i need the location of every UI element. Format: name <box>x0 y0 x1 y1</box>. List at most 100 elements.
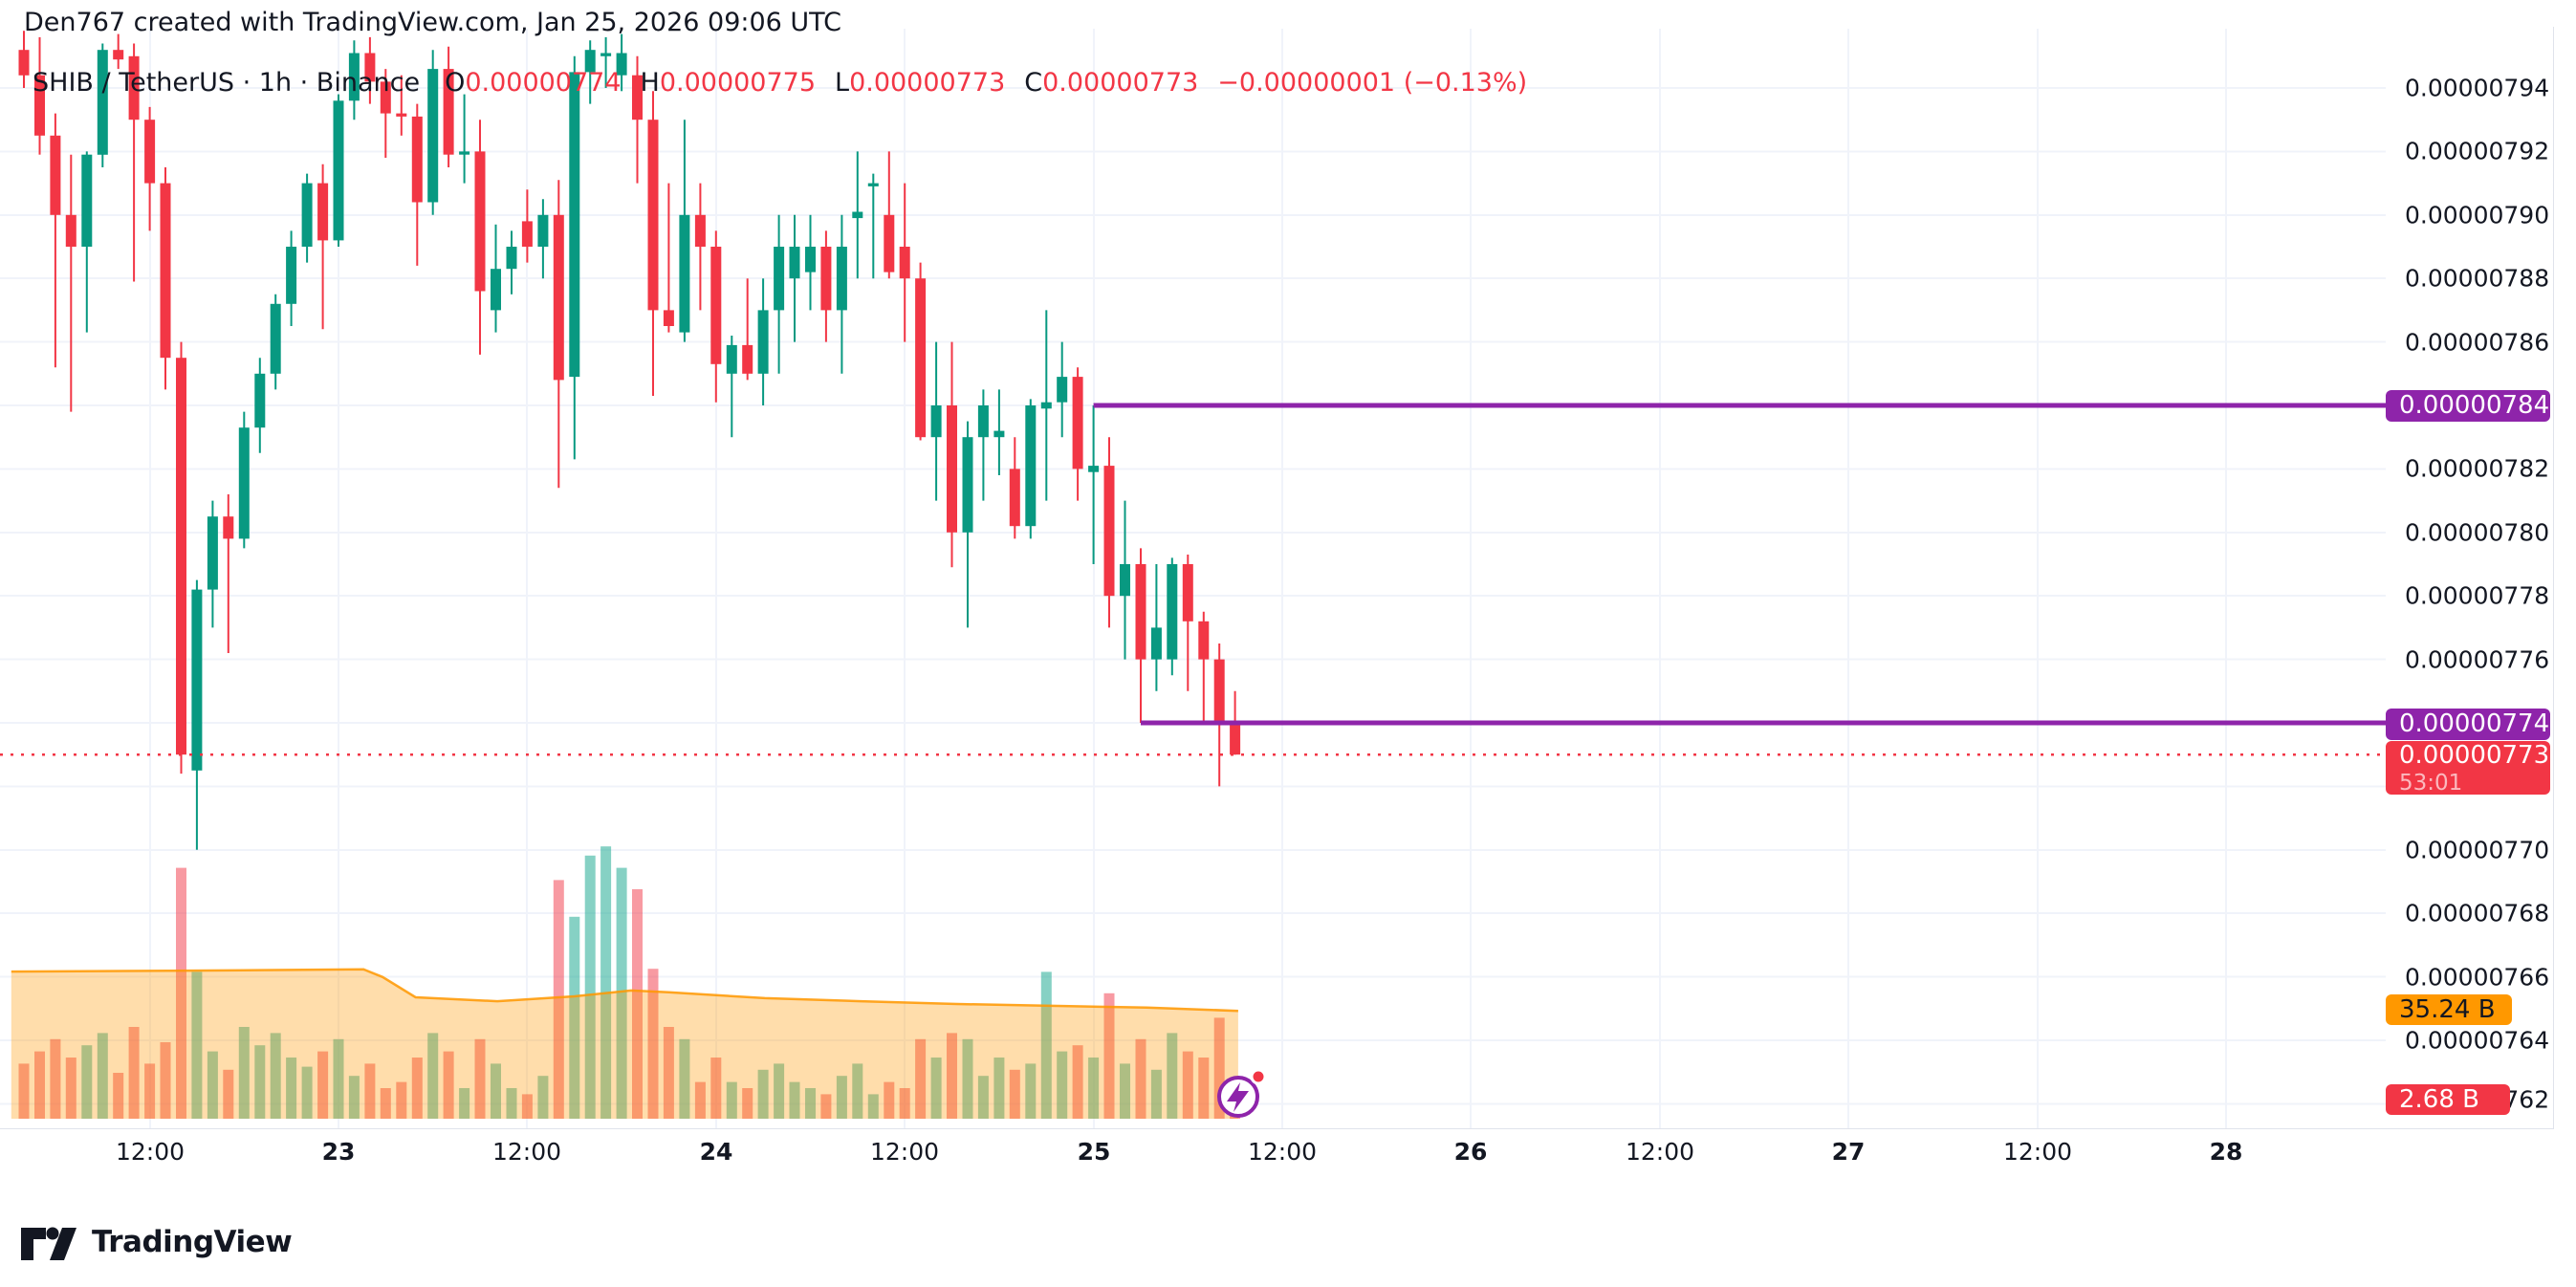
volume-bar <box>506 1088 517 1119</box>
volume-bar <box>18 1063 30 1119</box>
candle-body <box>899 247 910 279</box>
volume-bar <box>223 1069 234 1119</box>
candle-body <box>411 116 423 203</box>
volume-bar <box>286 1058 297 1119</box>
volume-bar <box>742 1088 753 1119</box>
candle-body <box>1167 564 1178 660</box>
last-price-text: 0.00000773 <box>2399 740 2550 770</box>
candle-body <box>317 183 329 241</box>
volume-bar <box>270 1033 281 1119</box>
candle-body <box>1230 723 1241 755</box>
candle-body <box>1025 405 1037 527</box>
candle-body <box>663 310 674 326</box>
volume-bar <box>443 1051 454 1119</box>
attribution-text: Den767 created with TradingView.com, Jan… <box>24 8 841 37</box>
volume-bar <box>537 1076 549 1119</box>
volume-bar <box>632 889 643 1119</box>
volume-bar <box>160 1042 171 1119</box>
candle-body <box>396 113 407 117</box>
price-axis-label: 0.00000770 <box>2405 836 2550 864</box>
candle-body <box>679 214 690 333</box>
volume-bar <box>1103 993 1115 1119</box>
candle-body <box>977 405 989 438</box>
candle-body <box>65 214 76 247</box>
volume-bar <box>364 1063 376 1119</box>
candle-body <box>1040 402 1052 409</box>
candle-body <box>742 344 753 374</box>
candle-body <box>1135 564 1146 660</box>
volume-ma-area <box>11 969 1238 1119</box>
candle-body <box>647 120 659 311</box>
volume-bar <box>144 1063 156 1119</box>
candle-body <box>884 214 895 273</box>
candle-body <box>710 247 722 364</box>
candle-body <box>1103 466 1115 597</box>
time-axis-day-label: 27 <box>1831 1138 1866 1166</box>
candle-body <box>962 437 973 533</box>
price-axis-label: 0.00000794 <box>2405 74 2550 102</box>
candle-body <box>1198 621 1210 660</box>
time-axis-label: 12:00 <box>491 1138 562 1166</box>
candle-body <box>852 211 863 219</box>
candle-body <box>553 214 564 381</box>
candle-body <box>1182 564 1193 622</box>
volume-bar <box>930 1058 942 1119</box>
volume-bar <box>1150 1069 1162 1119</box>
volume-bar <box>616 867 627 1119</box>
candle-body <box>820 247 832 311</box>
low-value: 0.00000773 <box>849 68 1006 98</box>
candle-body <box>50 135 61 215</box>
volume-bar <box>317 1051 329 1119</box>
volume-bar <box>380 1088 391 1119</box>
candle-body <box>1057 377 1068 403</box>
price-axis-label: 0.00000790 <box>2405 201 2550 229</box>
volume-bar <box>1135 1038 1146 1119</box>
candle-body <box>569 72 580 378</box>
volume-bar <box>50 1038 61 1119</box>
candle-body <box>491 269 501 311</box>
candle-body <box>616 53 627 76</box>
volume-bar <box>396 1081 407 1119</box>
candle-body <box>836 247 847 311</box>
candle-body <box>427 69 439 203</box>
volume-bar <box>726 1081 737 1119</box>
time-axis-label: 12:00 <box>1625 1138 1695 1166</box>
volume-bar <box>569 916 580 1119</box>
candle-body <box>176 358 186 755</box>
tradingview-attribution-logo[interactable]: TradingView <box>21 1220 293 1264</box>
volume-bar <box>1198 1058 1210 1119</box>
volume-bar <box>128 1027 140 1119</box>
volume-bar <box>679 1038 690 1119</box>
candle-body <box>459 151 470 155</box>
volume-bar <box>553 880 564 1119</box>
candle-body <box>113 50 124 60</box>
volume-bar <box>584 855 596 1119</box>
volume-bar <box>915 1038 927 1119</box>
volume-bar <box>65 1058 76 1119</box>
volume-bar <box>1057 1051 1068 1119</box>
candle-body <box>915 278 927 438</box>
candle-body <box>726 344 737 374</box>
volume-bar <box>977 1076 989 1119</box>
price-axis-label: 0.00000766 <box>2405 963 2550 992</box>
volume-bar <box>1167 1033 1178 1119</box>
volume-bar <box>1009 1069 1020 1119</box>
lightning-icon <box>1227 1082 1249 1112</box>
price-axis-label: 0.00000782 <box>2405 454 2550 483</box>
time-axis-day-label: 25 <box>1077 1138 1111 1166</box>
time-axis-label: 12:00 <box>115 1138 186 1166</box>
volume-bar <box>474 1038 486 1119</box>
candle-body <box>947 405 957 533</box>
candle-body <box>1072 377 1083 469</box>
price-axis-label: 0.00000792 <box>2405 137 2550 165</box>
volume-bar <box>207 1051 218 1119</box>
candle-body <box>993 430 1005 438</box>
candle-body <box>1213 659 1225 723</box>
candle-body <box>789 247 800 279</box>
candle-body <box>301 183 313 247</box>
symbol-title[interactable]: SHIB / TetherUS · 1h · Binance <box>33 68 421 98</box>
time-axis-day-label: 23 <box>321 1138 356 1166</box>
volume-ma-line <box>11 968 1238 1013</box>
price-axis-label: 0.00000788 <box>2405 264 2550 293</box>
